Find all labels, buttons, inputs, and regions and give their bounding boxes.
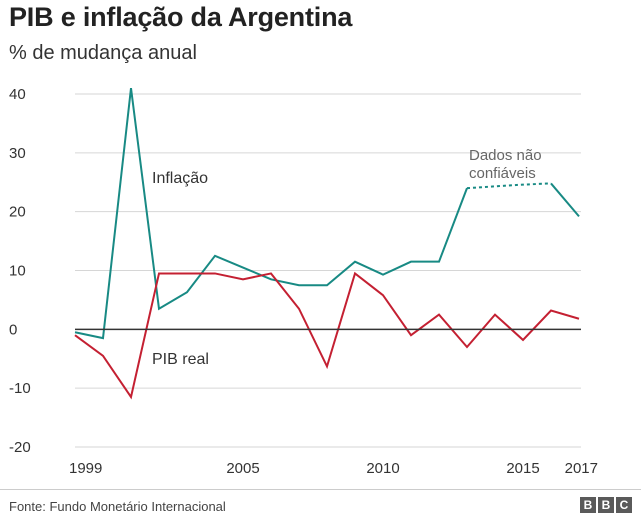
chart-title: PIB e inflação da Argentina — [9, 2, 353, 32]
x-tick-label: 2017 — [565, 460, 598, 477]
bbc-logo: B B C — [580, 497, 632, 513]
y-tick-label: 20 — [9, 204, 26, 221]
bbc-logo-letter: B — [580, 497, 596, 513]
y-tick-label: 0 — [9, 321, 17, 338]
series-lines — [74, 87, 581, 400]
annotation-line-1: Dados não — [469, 147, 542, 164]
bbc-logo-letter: C — [616, 497, 632, 513]
gdp-line — [74, 271, 580, 400]
y-axis-labels: 40 30 20 10 0 -10 -20 — [9, 86, 31, 456]
x-tick-label: 1999 — [69, 460, 102, 477]
x-axis-labels: 1999 2005 2010 2015 2017 — [69, 460, 598, 477]
inflation-series-label: Inflação — [152, 170, 208, 187]
bbc-logo-letter: B — [598, 497, 614, 513]
annotation-line-2: confiáveis — [469, 165, 536, 182]
gridlines — [75, 93, 581, 448]
y-tick-label: 40 — [9, 86, 26, 103]
x-tick-label: 2010 — [366, 460, 399, 477]
inflation-line-solid — [74, 87, 468, 340]
source-note: Fonte: Fundo Monetário Internacional — [9, 499, 226, 514]
y-tick-label: -10 — [9, 380, 31, 397]
y-tick-label: -20 — [9, 439, 31, 456]
inflation-line-solid-end — [550, 182, 580, 218]
gdp-series-label: PIB real — [152, 351, 209, 368]
x-tick-label: 2015 — [506, 460, 539, 477]
footer-divider — [0, 489, 641, 490]
chart-subtitle: % de mudança anual — [9, 42, 197, 64]
y-tick-label: 10 — [9, 263, 26, 280]
y-tick-label: 30 — [9, 145, 26, 162]
x-tick-label: 2005 — [226, 460, 259, 477]
inflation-line-dashed — [466, 182, 552, 190]
